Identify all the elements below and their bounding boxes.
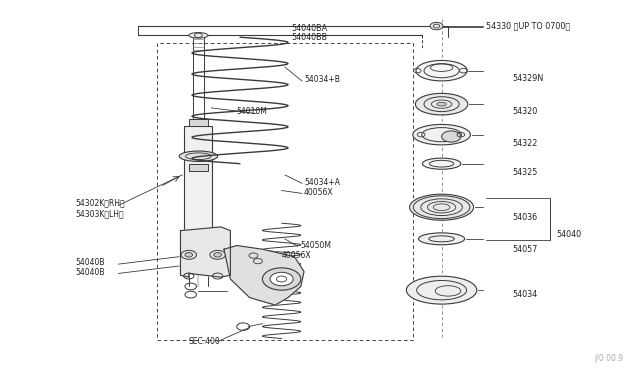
Ellipse shape — [422, 158, 461, 169]
Circle shape — [270, 272, 293, 286]
Text: 54303K〈LH〉: 54303K〈LH〉 — [76, 209, 124, 218]
Text: 54040: 54040 — [557, 230, 582, 239]
Bar — [157, 43, 413, 340]
Text: 54040BA: 54040BA — [291, 24, 327, 33]
Text: 54040B: 54040B — [76, 258, 105, 267]
Text: 54057: 54057 — [512, 246, 538, 254]
Text: 54010M: 54010M — [237, 107, 268, 116]
Text: 54330 〈UP TO 0700〉: 54330 〈UP TO 0700〉 — [486, 22, 570, 31]
Bar — [184, 126, 212, 231]
Polygon shape — [224, 246, 304, 305]
Circle shape — [214, 253, 221, 257]
Text: 40056X: 40056X — [304, 188, 333, 197]
Text: 54034: 54034 — [512, 290, 537, 299]
Text: 54034+B: 54034+B — [304, 76, 340, 84]
Ellipse shape — [419, 233, 465, 245]
Text: SEC.400: SEC.400 — [189, 337, 221, 346]
Text: 54034+A: 54034+A — [304, 178, 340, 187]
Ellipse shape — [179, 151, 218, 161]
Ellipse shape — [189, 32, 208, 38]
Text: 54040BB: 54040BB — [291, 33, 327, 42]
Ellipse shape — [413, 124, 470, 145]
Text: 54040B: 54040B — [76, 268, 105, 277]
Ellipse shape — [436, 102, 447, 106]
Circle shape — [262, 268, 301, 290]
Bar — [189, 164, 208, 171]
Text: 54036: 54036 — [512, 213, 537, 222]
Ellipse shape — [406, 276, 477, 304]
Text: 40056X: 40056X — [282, 251, 311, 260]
Circle shape — [442, 131, 461, 142]
Bar — [189, 119, 208, 126]
Text: 54050M: 54050M — [301, 241, 332, 250]
Text: 54302K〈RH〉: 54302K〈RH〉 — [76, 198, 125, 207]
Text: 54322: 54322 — [512, 139, 538, 148]
Ellipse shape — [410, 194, 474, 220]
Text: 54320: 54320 — [512, 107, 537, 116]
Text: J/0 00.9: J/0 00.9 — [595, 354, 624, 363]
Circle shape — [185, 253, 193, 257]
Text: 54329N: 54329N — [512, 74, 543, 83]
Polygon shape — [180, 227, 230, 277]
Ellipse shape — [416, 60, 467, 81]
Circle shape — [430, 22, 443, 30]
Text: 54325: 54325 — [512, 169, 538, 177]
Ellipse shape — [415, 93, 468, 115]
